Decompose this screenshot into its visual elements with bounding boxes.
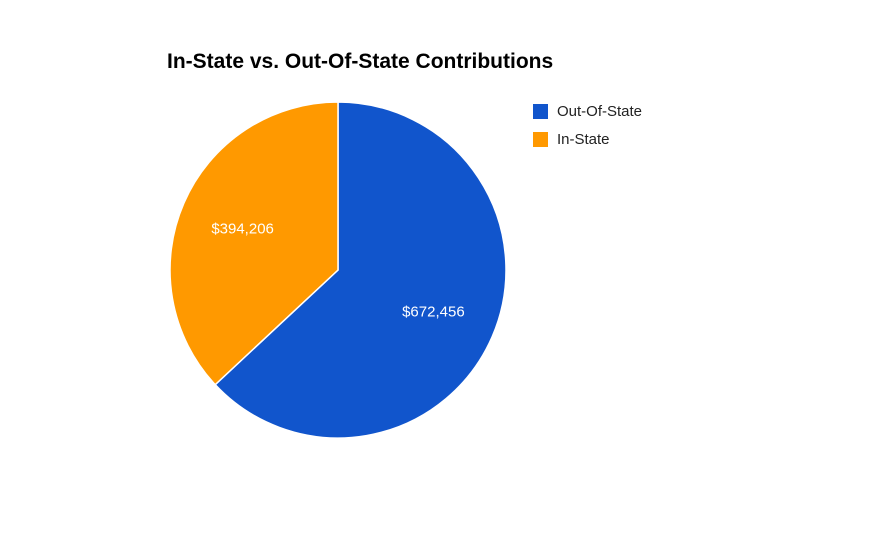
chart-title: In-State vs. Out-Of-State Contributions	[167, 50, 554, 73]
legend-label: Out-Of-State	[557, 102, 643, 120]
pie-slice-in-state[interactable]	[169, 101, 339, 386]
pie-slice-value-label: $672,456	[402, 303, 465, 320]
legend-swatch	[533, 131, 548, 147]
pie-slices	[169, 101, 507, 439]
legend-label: In-State	[557, 130, 610, 148]
legend: Out-Of-State In-State	[533, 101, 642, 157]
pie-slice-out-of-state[interactable]	[214, 101, 507, 439]
pie-slice-labels: $672,456 $394,206	[211, 221, 464, 321]
legend-item[interactable]: Out-Of-State	[533, 101, 642, 121]
pie-slice-value-label: $394,206	[211, 221, 274, 238]
legend-item[interactable]: In-State	[533, 129, 642, 149]
legend-swatch	[533, 103, 548, 119]
